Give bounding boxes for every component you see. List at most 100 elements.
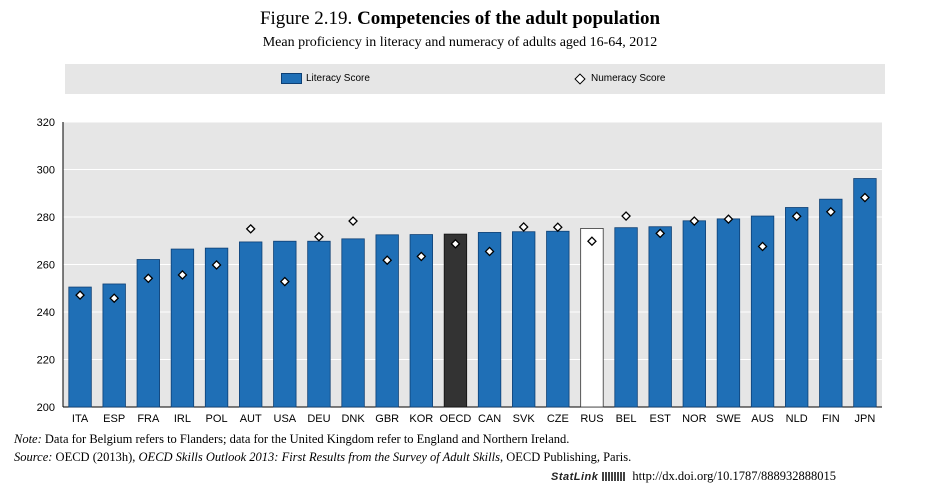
x-tick-label: IRL [174, 413, 191, 425]
x-tick-label: CZE [547, 413, 569, 425]
x-tick-label: EST [649, 413, 671, 425]
statlink-url[interactable]: http://dx.doi.org/10.1787/888932888015 [632, 469, 837, 483]
source-prefix: OECD (2013h), [55, 450, 139, 464]
numeracy-marker-bel [621, 211, 631, 221]
literacy-bar-kor [409, 234, 433, 408]
numeracy-marker-gbr [382, 255, 393, 266]
numeracy-marker-esp [109, 293, 120, 304]
figure-title: Figure 2.19. Competencies of the adult p… [0, 8, 920, 30]
y-tick-label: 260 [37, 260, 55, 272]
y-tick-label: 300 [37, 165, 55, 177]
literacy-bar-aut [239, 241, 263, 408]
numeracy-marker-deu [314, 231, 324, 242]
x-tick-label: NOR [682, 413, 707, 425]
numeracy-marker-jpn [860, 192, 870, 203]
figure-title-text: Competencies of the adult population [357, 8, 661, 29]
statlink: StatLink http://dx.doi.org/10.1787/88893… [551, 469, 836, 484]
y-tick-label: 220 [37, 355, 55, 367]
literacy-bar-esp [102, 283, 126, 408]
literacy-bar-nor [682, 220, 706, 408]
literacy-bar-usa [273, 240, 297, 408]
numeracy-marker-kor [416, 251, 427, 262]
literacy-bar-aus [750, 215, 775, 408]
literacy-bar-jpn [853, 178, 877, 408]
numeracy-marker-fra [143, 273, 154, 284]
x-tick-label: DEU [307, 413, 330, 425]
x-tick-label: GBR [375, 413, 399, 425]
numeracy-marker-svk [518, 222, 529, 232]
legend-bar-swatch [281, 73, 302, 84]
numeracy-marker-nld [791, 211, 802, 222]
literacy-bar-swe [716, 218, 741, 408]
x-tick-label: JPN [855, 413, 876, 425]
chart-source: Source: OECD (2013h), OECD Skills Outloo… [14, 450, 631, 465]
x-tick-label: SWE [716, 413, 741, 425]
literacy-bar-cze [546, 230, 570, 408]
literacy-bar-bel [614, 227, 638, 408]
source-title: OECD Skills Outlook 2013: First Results … [138, 450, 500, 464]
numeracy-marker-irl [177, 270, 188, 280]
chart-legend: Literacy Score Numeracy Score [65, 64, 885, 94]
x-tick-label: NLD [786, 413, 808, 425]
x-tick-label: OECD [440, 413, 472, 425]
numeracy-marker-swe [723, 214, 734, 225]
literacy-bar-rus [580, 227, 604, 408]
y-tick-label: 240 [37, 307, 55, 319]
numeracy-marker-dnk [348, 216, 358, 226]
legend-numeracy-label: Numeracy Score [591, 73, 666, 84]
numeracy-marker-pol [211, 260, 222, 270]
x-tick-label: AUT [240, 413, 262, 425]
numeracy-marker-rus [587, 236, 597, 247]
x-tick-label: AUS [751, 413, 774, 425]
x-tick-label: SVK [513, 413, 536, 425]
x-tick-label: BEL [616, 413, 637, 425]
numeracy-marker-aus [757, 241, 768, 252]
y-tick-label: 320 [37, 117, 55, 129]
x-tick-label: ESP [103, 413, 125, 425]
x-tick-label: CAN [478, 413, 501, 425]
numeracy-marker-aut [245, 223, 256, 234]
numeracy-marker-oecd [450, 238, 461, 249]
y-tick-label: 280 [37, 212, 55, 224]
literacy-bar-dnk [341, 238, 365, 408]
literacy-bar-gbr [375, 234, 399, 408]
x-tick-label: KOR [409, 413, 433, 425]
note-text: Data for Belgium refers to Flanders; dat… [44, 432, 570, 446]
x-tick-label: USA [274, 413, 297, 425]
x-tick-label: ITA [72, 413, 89, 425]
legend-item-literacy: Literacy Score [281, 73, 370, 84]
legend-item-numeracy: Numeracy Score [573, 72, 666, 85]
literacy-bar-oecd [443, 233, 468, 408]
numeracy-marker-cze [552, 222, 563, 233]
y-tick-label: 200 [37, 402, 55, 414]
x-tick-label: RUS [580, 413, 603, 425]
numeracy-marker-can [484, 246, 495, 257]
note-label: Note: [14, 432, 42, 446]
literacy-bar-ita [68, 286, 92, 408]
numeracy-marker-nor [689, 216, 700, 226]
numeracy-marker-usa [279, 276, 290, 287]
literacy-bar-fin [819, 198, 843, 408]
figure-subtitle: Mean proficiency in literacy and numerac… [262, 35, 658, 50]
legend-literacy-label: Literacy Score [306, 73, 370, 84]
literacy-bar-est [648, 226, 672, 408]
figure-number: Figure 2.19. [259, 8, 353, 29]
x-tick-label: FIN [822, 413, 840, 425]
statlink-barcode-icon [602, 472, 627, 481]
x-tick-label: FRA [137, 413, 160, 425]
source-label: Source: [14, 450, 53, 464]
numeracy-marker-fin [825, 206, 836, 217]
numeracy-marker-ita [75, 290, 85, 301]
x-tick-label: POL [206, 413, 228, 425]
source-suffix: , OECD Publishing, Paris. [499, 450, 632, 464]
literacy-bar-fra [136, 259, 160, 408]
statlink-logo: StatLink [551, 470, 599, 483]
literacy-bar-nld [785, 207, 809, 408]
literacy-bar-irl [170, 248, 195, 408]
literacy-bar-svk [512, 231, 536, 408]
x-tick-label: DNK [341, 413, 365, 425]
chart-note: Note: Data for Belgium refers to Flander… [14, 432, 569, 447]
bar-chart: 200 220 240 260 280 300 320 ITA ESP FRA IRL POL AUT U… [37, 117, 882, 425]
literacy-bar-deu [307, 240, 331, 408]
numeracy-marker-est [655, 228, 666, 239]
